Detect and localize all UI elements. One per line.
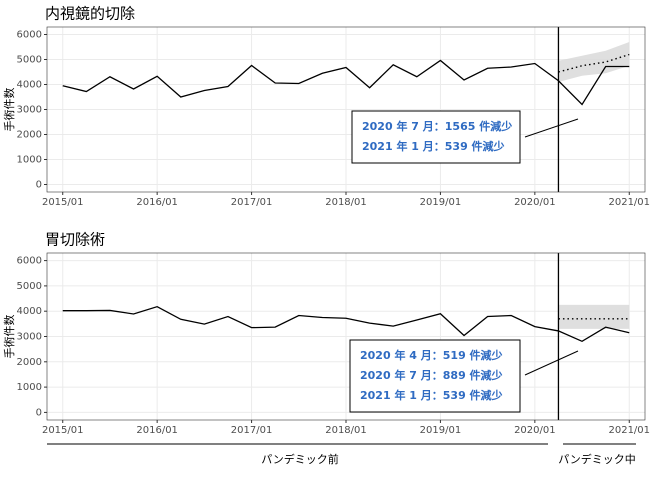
y-tick-label: 1000 [17,155,42,166]
annotation-text: 2021 年 1 月：539 件減少 [360,388,503,402]
confidence-band [558,42,630,82]
annotation-text: 2020 年 7 月：889 件減少 [360,368,503,382]
confidence-band [558,304,630,329]
series-line [558,53,630,73]
x-tick-label: 2015/01 [42,197,84,208]
x-tick-label: 2016/01 [136,197,178,208]
y-tick-label: 4000 [17,306,42,317]
period-label: パンデミック前 [261,452,339,466]
y-axis-title: 手術件数 [2,315,16,359]
x-tick-label: 2021/01 [608,197,650,208]
panel-title: 胃切除術 [45,231,105,249]
y-tick-label: 1000 [17,382,42,393]
series-line [62,305,630,343]
y-axis-title: 手術件数 [2,88,16,132]
annotation-box [349,339,521,413]
period-label: パンデミック中 [558,452,636,466]
y-tick-label: 5000 [17,281,42,292]
y-tick-label: 2000 [17,130,42,141]
y-tick-label: 0 [36,180,42,191]
annotation-connector [524,118,579,138]
y-tick-label: 4000 [17,80,42,91]
y-tick-label: 3000 [17,332,42,343]
y-tick-label: 5000 [17,55,42,66]
plot-border [46,26,646,193]
panel-title: 内視鏡的切除 [45,5,135,23]
y-tick-label: 0 [36,407,42,418]
x-tick-label: 2017/01 [231,197,273,208]
annotation-text: 2020 年 4 月：519 件減少 [360,348,503,362]
annotation-box [351,110,521,164]
series-line [62,59,630,106]
y-tick-label: 2000 [17,357,42,368]
annotation-text: 2021 年 1 月：539 件減少 [362,139,505,153]
annotation-connector [524,350,579,376]
x-tick-label: 2021/01 [608,425,650,436]
y-tick-label: 6000 [17,30,42,41]
x-tick-label: 2019/01 [420,425,462,436]
x-tick-label: 2018/01 [325,425,367,436]
x-tick-label: 2015/01 [42,425,84,436]
x-tick-label: 2019/01 [420,197,462,208]
x-tick-label: 2016/01 [136,425,178,436]
y-tick-label: 6000 [17,256,42,267]
y-tick-label: 3000 [17,105,42,116]
x-tick-label: 2020/01 [514,197,556,208]
x-tick-label: 2020/01 [514,425,556,436]
plot-border [46,252,646,421]
x-tick-label: 2017/01 [231,425,273,436]
x-tick-label: 2018/01 [325,197,367,208]
annotation-text: 2020 年 7 月：1565 件減少 [362,119,512,133]
